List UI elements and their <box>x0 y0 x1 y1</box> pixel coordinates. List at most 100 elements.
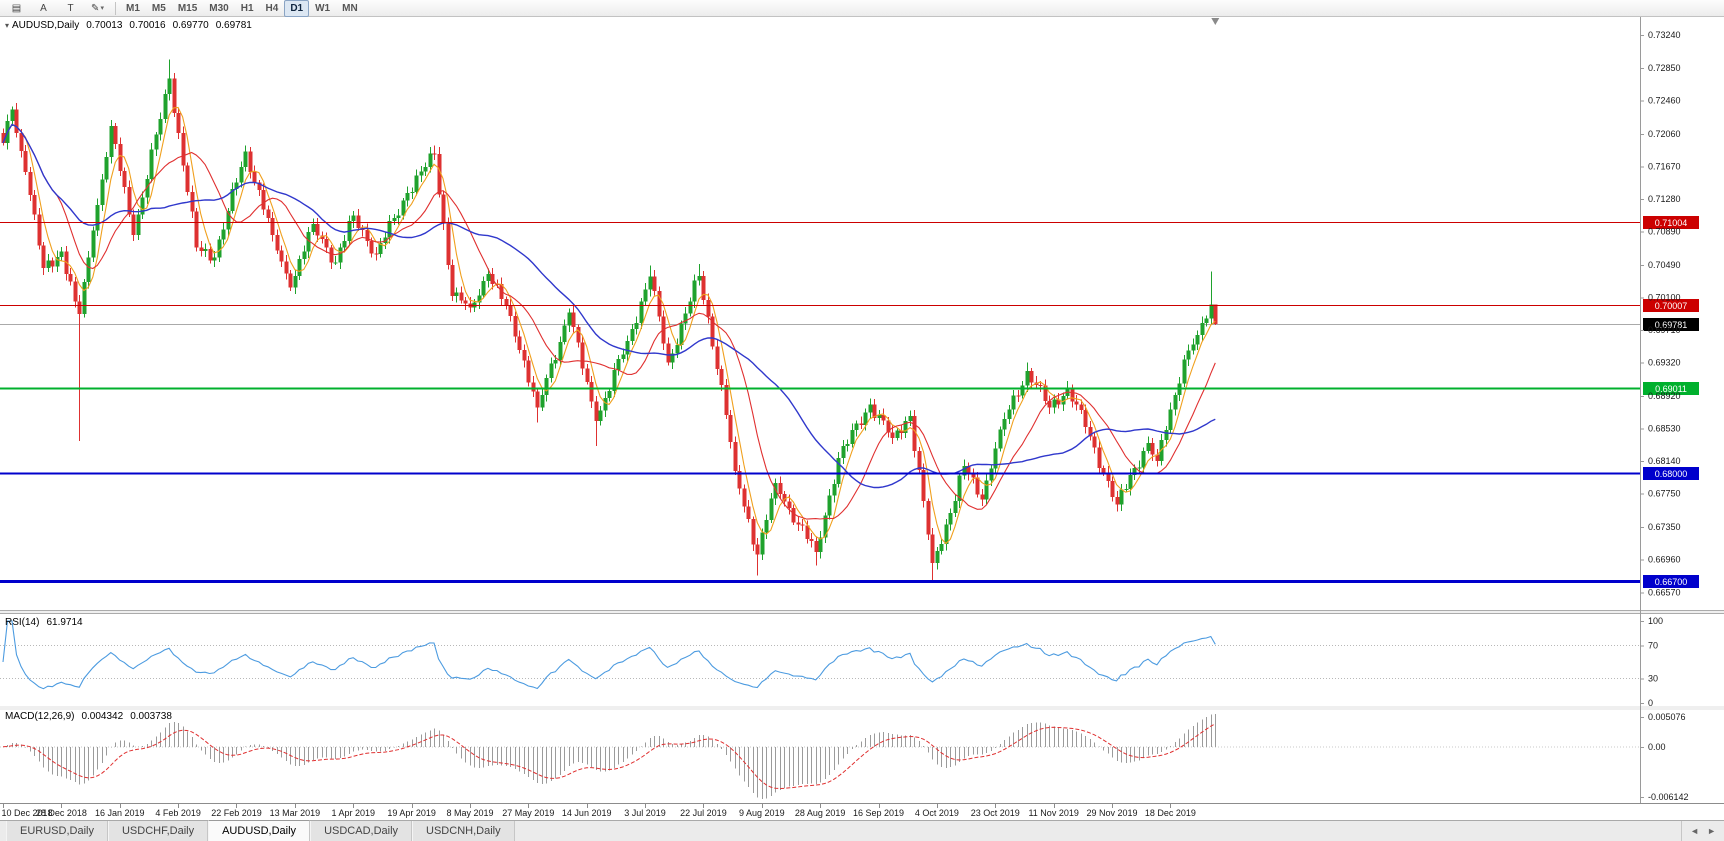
candle-body <box>1119 489 1124 505</box>
text-tool-button[interactable]: T <box>67 2 74 14</box>
candle-body <box>477 295 482 303</box>
candle-body <box>28 172 33 195</box>
date-axis-label: 28 Aug 2019 <box>795 808 846 818</box>
candle-body <box>612 369 617 391</box>
timeframe-button-m30[interactable]: M30 <box>209 2 229 14</box>
candle-body <box>1101 467 1106 473</box>
tab-usdcad-daily[interactable]: USDCAD,Daily <box>310 821 413 841</box>
tab-usdcnh-daily[interactable]: USDCNH,Daily <box>412 821 515 841</box>
candle-body <box>356 215 361 229</box>
candle-body <box>279 250 284 262</box>
timeframe-button-w1[interactable]: W1 <box>315 2 331 14</box>
candle-body <box>719 369 724 386</box>
candle-body <box>908 416 913 422</box>
tab-usdchf-daily[interactable]: USDCHF,Daily <box>107 821 209 841</box>
ohlc-high: 0.70016 <box>129 20 166 31</box>
candle-body <box>288 273 293 288</box>
timeframe-button-h1[interactable]: H1 <box>240 2 254 14</box>
candle-body <box>14 109 19 133</box>
candle-body <box>567 312 572 326</box>
candle-body <box>549 363 554 378</box>
price-axis-label: 0.71670 <box>1648 161 1681 171</box>
candle-body <box>113 126 118 144</box>
current-price-tag <box>1643 318 1699 331</box>
candle-body <box>1164 429 1169 440</box>
tab-eurusd-daily[interactable]: EURUSD,Daily <box>6 821 108 841</box>
candle-body <box>589 381 594 402</box>
candle-body <box>270 217 275 235</box>
chart-frame <box>0 16 1724 804</box>
candle-body <box>1195 335 1200 345</box>
candle-body <box>441 194 446 224</box>
price-level-tag <box>1643 467 1699 480</box>
date-axis-label: 4 Feb 2019 <box>155 808 201 818</box>
candle-body <box>796 522 801 525</box>
chart-list-icon[interactable]: ▤ <box>11 2 22 14</box>
candle-body <box>1070 387 1075 402</box>
candle-body <box>302 251 307 259</box>
candle-body <box>1 132 6 143</box>
chart-header: ▾ AUDUSD,Daily 0.70013 0.70016 0.69770 0.6978… <box>5 20 259 31</box>
candle-body <box>930 534 935 564</box>
timeframe-button-d1[interactable]: D1 <box>284 0 310 17</box>
timeframe-button-h4[interactable]: H4 <box>265 2 279 14</box>
tab-scroll-arrows: ◄ ► <box>1681 821 1724 841</box>
tabs-scroll-right-button[interactable]: ► <box>1707 826 1716 836</box>
candle-body <box>293 276 298 288</box>
date-axis-label: 18 Dec 2019 <box>1145 808 1196 818</box>
rsi-axis-label: 0 <box>1648 698 1653 708</box>
candle-body <box>971 474 976 478</box>
timeframe-button-m5[interactable]: M5 <box>151 2 166 14</box>
candle-body <box>154 134 159 150</box>
draw-tool-button[interactable]: ✎ ▾ <box>91 2 104 14</box>
timeframe-button-m1[interactable]: M1 <box>126 2 140 14</box>
candle-body <box>226 210 231 230</box>
price-axis-label: 0.67350 <box>1648 522 1681 532</box>
candle-body <box>944 524 949 545</box>
candle-body <box>1029 370 1034 383</box>
candle-body <box>46 260 51 269</box>
date-axis-label: 9 Aug 2019 <box>739 808 785 818</box>
price-axis-label: 0.68140 <box>1648 456 1681 466</box>
candle-body <box>1052 399 1057 408</box>
candle-body <box>746 506 751 520</box>
candle-body <box>625 340 630 355</box>
candle-body <box>953 501 958 513</box>
candle-body <box>257 182 262 190</box>
candle-body <box>454 292 459 296</box>
main-toolbar: ▤ A T ✎ ▾ M1 M5 M15 M30 H1 H4 D1 W1 MN <box>0 0 1724 17</box>
timeframe-button-m15[interactable]: M15 <box>177 2 198 14</box>
candle-body <box>82 281 87 315</box>
candle-body <box>1025 370 1030 386</box>
date-axis-label: 19 Apr 2019 <box>387 808 436 818</box>
candle-body <box>252 172 257 183</box>
candle-body <box>809 538 814 541</box>
candle-body <box>387 221 392 238</box>
candle-body <box>131 214 136 235</box>
symbol-tabbar: EURUSD,Daily USDCHF,Daily AUDUSD,Daily USDC… <box>0 820 1724 841</box>
tab-audusd-daily[interactable]: AUDUSD,Daily <box>208 820 311 841</box>
candle-body <box>603 397 608 411</box>
candle-body <box>728 415 733 442</box>
cursor-tool-button[interactable]: A <box>40 2 47 14</box>
tabs-scroll-left-button[interactable]: ◄ <box>1690 826 1700 836</box>
candle-body <box>419 171 424 176</box>
price-axis-label: 0.67750 <box>1648 489 1681 499</box>
candle-body <box>827 495 832 516</box>
rsi-value: 61.9714 <box>46 617 83 628</box>
candle-body <box>737 471 742 489</box>
candle-body <box>1132 467 1137 476</box>
candle-body <box>948 512 953 525</box>
candle-body <box>230 188 235 211</box>
timeframe-button-mn[interactable]: MN <box>342 2 358 14</box>
candle-body <box>1106 472 1111 481</box>
candle-body <box>1110 480 1115 497</box>
date-axis-label: 28 Dec 2018 <box>36 808 87 818</box>
candle-body <box>859 423 864 426</box>
ma-fast-line <box>2 106 1216 545</box>
candle-body <box>1056 399 1061 405</box>
candle-body <box>594 401 599 422</box>
candle-body <box>1088 426 1093 437</box>
